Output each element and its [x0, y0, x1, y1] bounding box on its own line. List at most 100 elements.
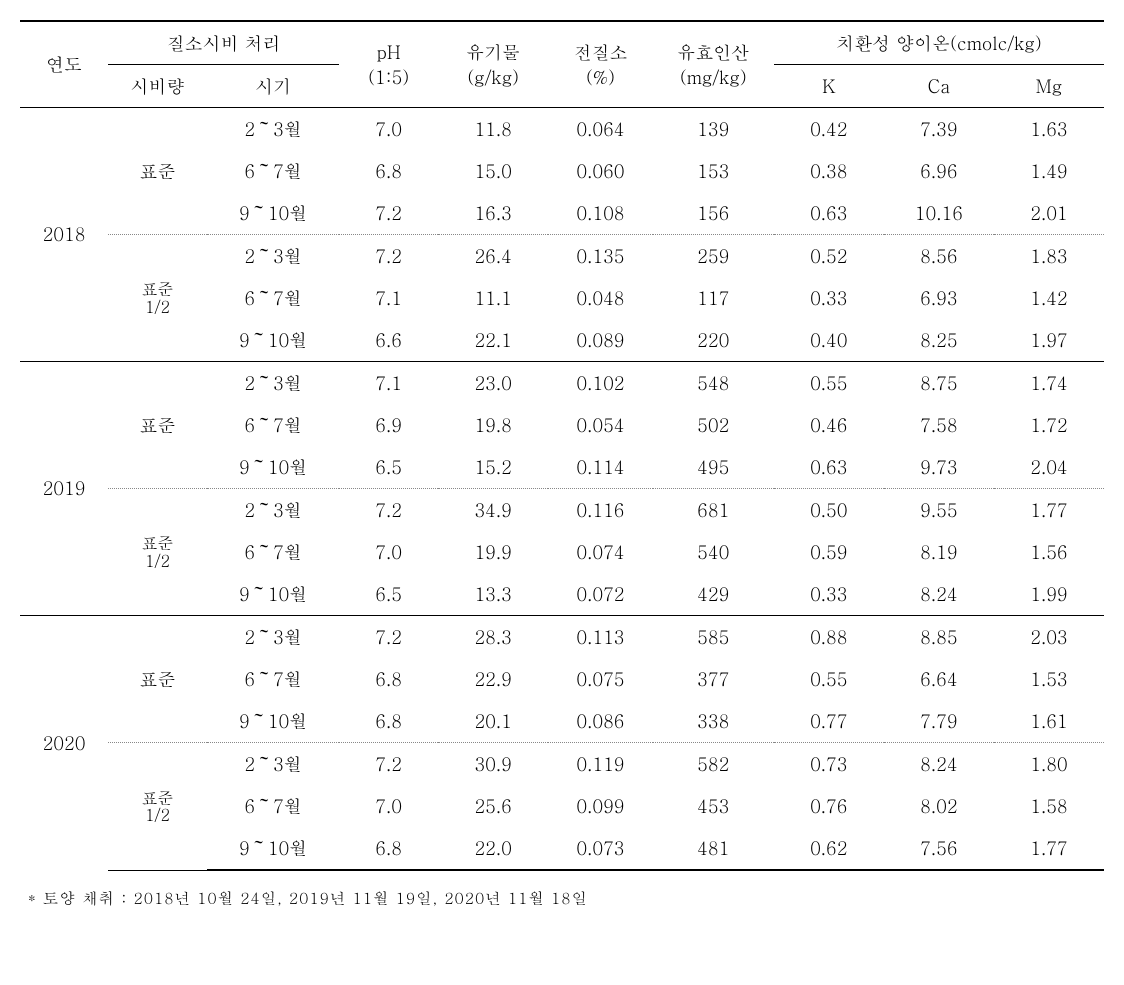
cell-ph: 6.8 [339, 658, 438, 700]
cell-phos: 453 [653, 785, 774, 827]
cell-ph: 7.1 [339, 277, 438, 319]
cell-ca: 8.25 [884, 319, 994, 362]
cell-phos: 156 [653, 192, 774, 235]
cell-org: 15.0 [438, 150, 548, 192]
cell-k: 0.59 [774, 531, 884, 573]
cell-phos: 548 [653, 362, 774, 405]
cell-nit: 0.074 [548, 531, 653, 573]
cell-mg: 1.56 [994, 531, 1104, 573]
cell-nit: 0.086 [548, 700, 653, 743]
cell-phos: 220 [653, 319, 774, 362]
cell-mg: 1.49 [994, 150, 1104, 192]
col-time: 시기 [207, 65, 339, 108]
cell-nit: 0.099 [548, 785, 653, 827]
cell-org: 22.1 [438, 319, 548, 362]
cell-nit: 0.073 [548, 827, 653, 870]
table-row: 표준1/22～3월7.234.90.1166810.509.551.77 [20, 489, 1104, 532]
cell-mg: 1.97 [994, 319, 1104, 362]
cell-k: 0.62 [774, 827, 884, 870]
col-k: K [774, 65, 884, 108]
cell-nit: 0.102 [548, 362, 653, 405]
table-row: 2019표준2～3월7.123.00.1025480.558.751.74 [20, 362, 1104, 405]
cell-nit: 0.135 [548, 235, 653, 278]
cell-mg: 1.61 [994, 700, 1104, 743]
cell-org: 34.9 [438, 489, 548, 532]
cell-phos: 502 [653, 404, 774, 446]
table-row: 표준1/22～3월7.230.90.1195820.738.241.80 [20, 743, 1104, 786]
table-row: 표준1/22～3월7.226.40.1352590.528.561.83 [20, 235, 1104, 278]
cell-ph: 6.6 [339, 319, 438, 362]
table-row: 2020표준2～3월7.228.30.1135850.888.852.03 [20, 616, 1104, 659]
cell-phos: 117 [653, 277, 774, 319]
cell-k: 0.88 [774, 616, 884, 659]
cell-nit: 0.075 [548, 658, 653, 700]
cell-org: 25.6 [438, 785, 548, 827]
cell-nit: 0.060 [548, 150, 653, 192]
cell-org: 22.0 [438, 827, 548, 870]
data-table: 연도 질소시비 처리 pH(1:5) 유기물(g/kg) 전질소(%) 유효인산… [20, 20, 1104, 871]
cell-time: 6～7월 [207, 658, 339, 700]
cell-mg: 1.72 [994, 404, 1104, 446]
cell-nit: 0.114 [548, 446, 653, 489]
cell-ca: 7.56 [884, 827, 994, 870]
cell-year: 2020 [20, 616, 108, 871]
cell-ca: 9.55 [884, 489, 994, 532]
cell-k: 0.50 [774, 489, 884, 532]
cell-ca: 10.16 [884, 192, 994, 235]
cell-k: 0.33 [774, 573, 884, 616]
cell-ph: 7.0 [339, 108, 438, 151]
cell-nit: 0.116 [548, 489, 653, 532]
cell-time: 2～3월 [207, 108, 339, 151]
cell-k: 0.38 [774, 150, 884, 192]
cell-k: 0.63 [774, 192, 884, 235]
cell-time: 6～7월 [207, 785, 339, 827]
cell-time: 6～7월 [207, 531, 339, 573]
cell-ca: 8.75 [884, 362, 994, 405]
cell-ph: 7.2 [339, 192, 438, 235]
cell-phos: 481 [653, 827, 774, 870]
col-year: 연도 [20, 21, 108, 108]
cell-k: 0.42 [774, 108, 884, 151]
cell-org: 26.4 [438, 235, 548, 278]
cell-nit: 0.072 [548, 573, 653, 616]
cell-year: 2019 [20, 362, 108, 616]
cell-nit: 0.108 [548, 192, 653, 235]
cell-nit: 0.089 [548, 319, 653, 362]
cell-ph: 6.8 [339, 827, 438, 870]
cell-year: 2018 [20, 108, 108, 362]
cell-time: 2～3월 [207, 362, 339, 405]
cell-nit: 0.054 [548, 404, 653, 446]
cell-k: 0.46 [774, 404, 884, 446]
cell-ph: 7.1 [339, 362, 438, 405]
cell-k: 0.33 [774, 277, 884, 319]
cell-ca: 6.93 [884, 277, 994, 319]
cell-phos: 540 [653, 531, 774, 573]
col-ph: pH(1:5) [339, 21, 438, 108]
cell-k: 0.63 [774, 446, 884, 489]
cell-ph: 6.8 [339, 150, 438, 192]
cell-k: 0.52 [774, 235, 884, 278]
cell-time: 2～3월 [207, 489, 339, 532]
cell-ca: 6.96 [884, 150, 994, 192]
footnote: * 토양 채취 : 2018년 10월 24일, 2019년 11월 19일, … [28, 887, 1104, 909]
cell-ca: 8.19 [884, 531, 994, 573]
cell-mg: 2.04 [994, 446, 1104, 489]
cell-phos: 259 [653, 235, 774, 278]
cell-time: 9～10월 [207, 573, 339, 616]
cell-mg: 1.58 [994, 785, 1104, 827]
cell-mg: 1.74 [994, 362, 1104, 405]
cell-k: 0.73 [774, 743, 884, 786]
cell-time: 6～7월 [207, 150, 339, 192]
cell-mg: 1.77 [994, 827, 1104, 870]
cell-mg: 2.03 [994, 616, 1104, 659]
cell-mg: 1.77 [994, 489, 1104, 532]
cell-nit: 0.119 [548, 743, 653, 786]
cell-ca: 8.56 [884, 235, 994, 278]
cell-ca: 6.64 [884, 658, 994, 700]
cell-sibi-half: 표준1/2 [108, 235, 207, 362]
cell-ph: 6.8 [339, 700, 438, 743]
cell-sibi-half: 표준1/2 [108, 489, 207, 616]
cell-org: 22.9 [438, 658, 548, 700]
cell-ca: 8.24 [884, 743, 994, 786]
cell-ca: 9.73 [884, 446, 994, 489]
